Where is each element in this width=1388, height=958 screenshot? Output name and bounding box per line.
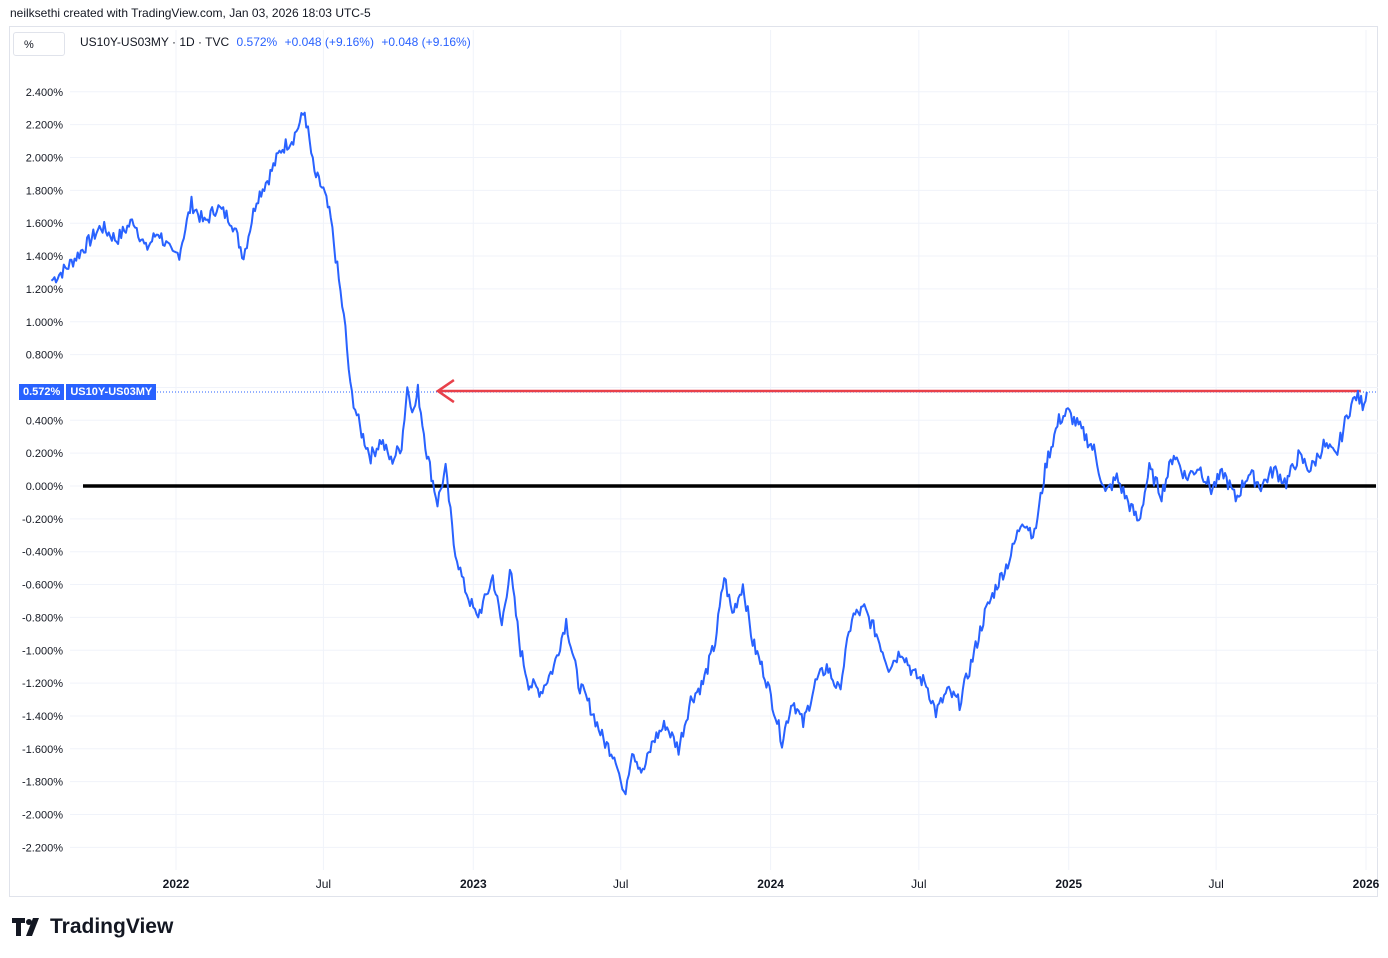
x-tick-label: Jul	[1208, 877, 1223, 891]
y-tick-label: -0.200%	[22, 514, 63, 526]
last-price-value: 0.572%	[19, 384, 65, 400]
y-tick-label: 2.400%	[26, 87, 64, 99]
chart-credit: neilksethi created with TradingView.com,…	[10, 6, 371, 20]
x-tick-label: 2024	[757, 877, 784, 891]
series-legend[interactable]: US10Y-US03MY · 1D · TVC 0.572% +0.048 (+…	[80, 35, 471, 49]
last-price-tag: 0.572% US10Y-US03MY	[19, 384, 157, 400]
unit-button[interactable]: %	[13, 32, 65, 56]
y-tick-label: -0.600%	[22, 580, 63, 592]
legend-change-1: +0.048 (+9.16%)	[284, 35, 374, 49]
y-tick-label: 0.800%	[26, 350, 64, 362]
y-tick-label: 2.000%	[26, 153, 64, 165]
x-tick-label: 2025	[1055, 877, 1082, 891]
x-tick-label: 2022	[163, 877, 190, 891]
y-tick-label: 1.000%	[26, 317, 64, 329]
y-tick-label: 1.400%	[26, 251, 64, 263]
y-tick-label: 2.200%	[26, 120, 64, 132]
y-tick-label: 1.800%	[26, 185, 64, 197]
y-tick-label: -1.600%	[22, 744, 63, 756]
chart-frame	[9, 26, 1378, 897]
y-tick-label: 0.400%	[26, 415, 64, 427]
y-tick-label: -1.400%	[22, 711, 63, 723]
y-tick-label: -2.200%	[22, 842, 63, 854]
tradingview-wordmark: TradingView	[50, 915, 174, 938]
x-tick-label: 2026	[1353, 877, 1380, 891]
y-tick-label: -1.200%	[22, 678, 63, 690]
legend-last-value: 0.572%	[236, 35, 278, 49]
y-tick-label: 1.600%	[26, 218, 64, 230]
tradingview-logo[interactable]: TradingView	[12, 915, 173, 939]
x-tick-label: Jul	[911, 877, 926, 891]
tradingview-icon	[12, 918, 39, 936]
y-tick-label: 0.000%	[26, 481, 64, 493]
y-tick-label: -0.800%	[22, 612, 63, 624]
x-tick-label: Jul	[316, 877, 331, 891]
x-tick-label: 2023	[460, 877, 487, 891]
x-tick-label: Jul	[613, 877, 628, 891]
legend-change-2: +0.048 (+9.16%)	[381, 35, 471, 49]
y-tick-label: 1.200%	[26, 284, 64, 296]
y-tick-label: -0.400%	[22, 547, 63, 559]
y-tick-label: -1.000%	[22, 645, 63, 657]
legend-symbol[interactable]: US10Y-US03MY · 1D · TVC	[80, 35, 230, 49]
last-price-symbol: US10Y-US03MY	[66, 384, 157, 400]
y-tick-label: -2.000%	[22, 810, 63, 822]
arrow-annotation-head[interactable]	[435, 379, 455, 404]
series-line-us10y-us03my[interactable]	[50, 111, 1368, 796]
y-tick-label: -1.800%	[22, 777, 63, 789]
y-tick-label: 0.200%	[26, 448, 64, 460]
